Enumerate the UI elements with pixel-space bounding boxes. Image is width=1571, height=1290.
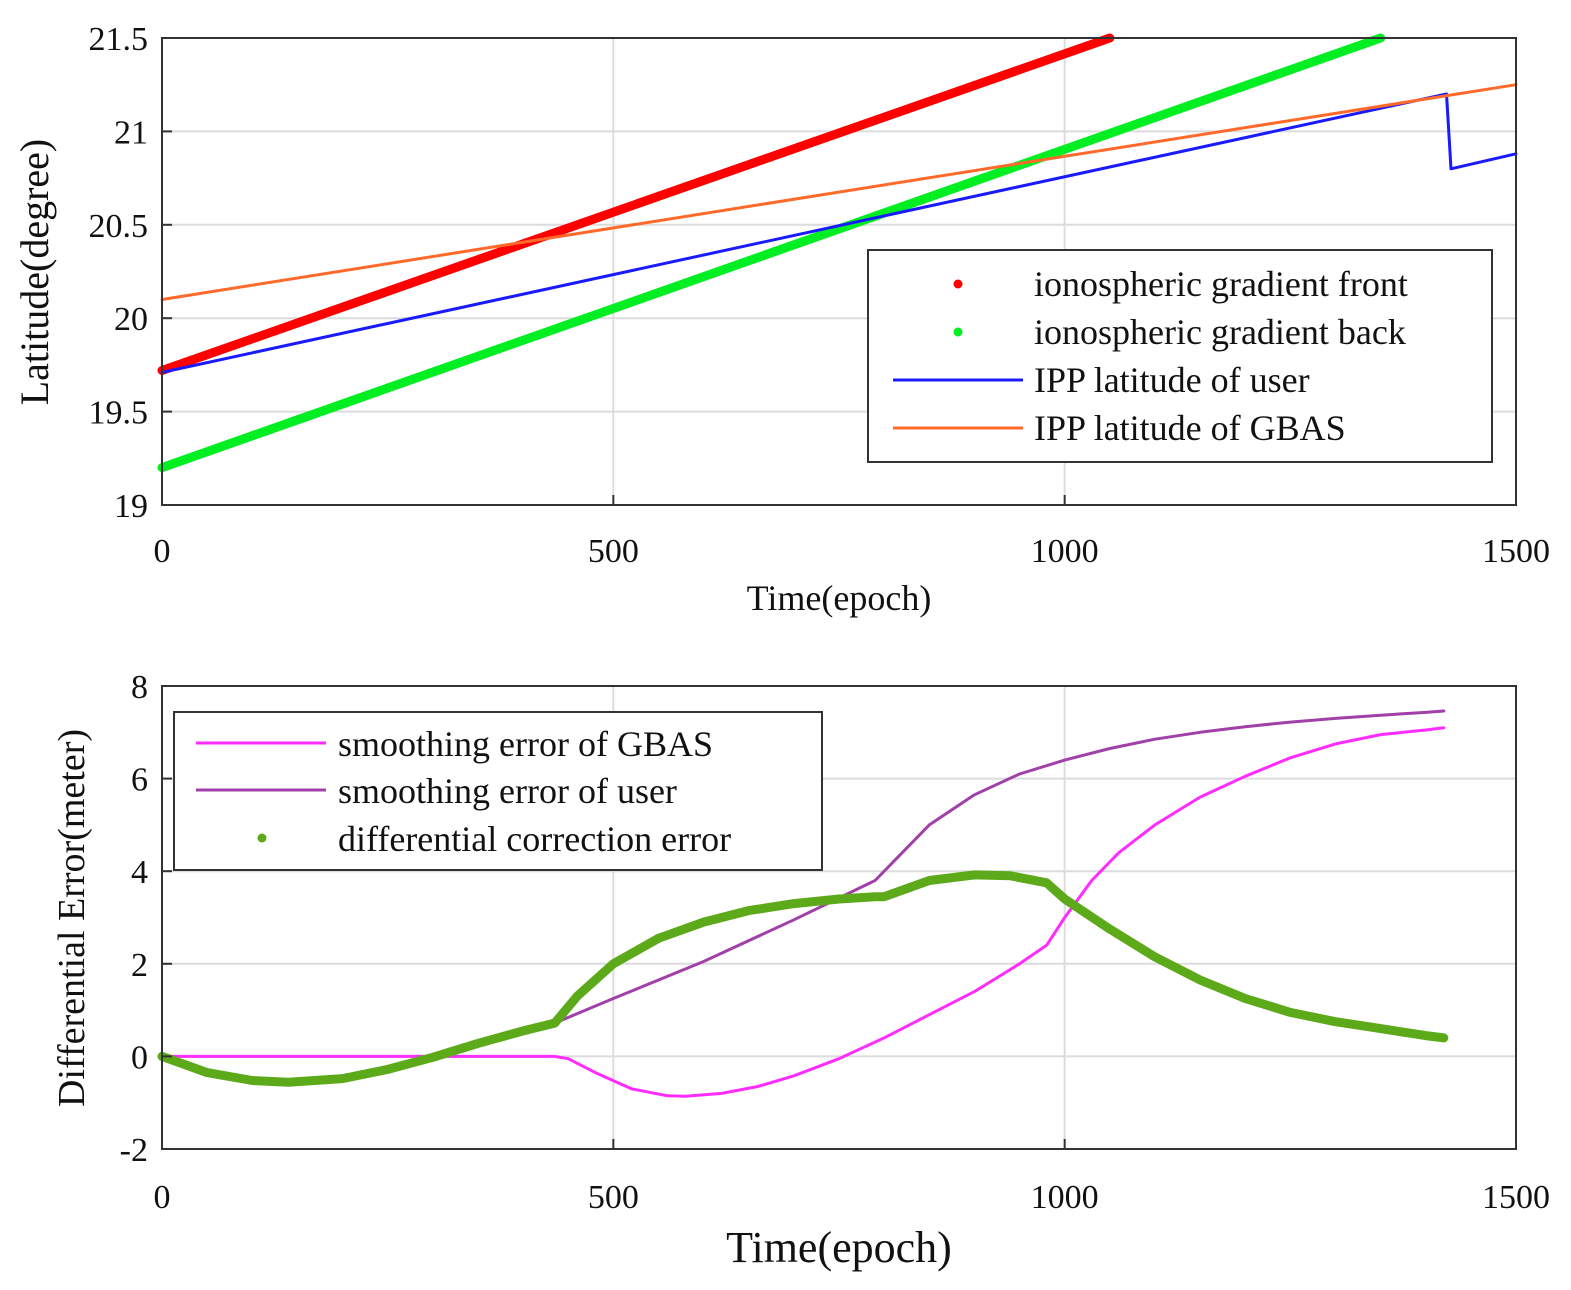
series-ipp-latitude-of-gbas	[160, 83, 1518, 301]
legend-marker-differential-correction	[257, 833, 267, 843]
legend-marker-gradient-back	[953, 327, 963, 337]
series-differential-correction-error	[157, 870, 1449, 1087]
series-ionospheric-gradient-back	[157, 33, 1386, 473]
legend-marker-gradient-front	[953, 279, 963, 289]
chart-latitude-y-tick-label: 20.5	[89, 208, 149, 245]
chart-latitude-y-tick-label: 19	[114, 488, 148, 525]
chart-differential-error-y-tick-label: 4	[131, 854, 148, 891]
legend-label-gradient-back: ionospheric gradient back	[1034, 312, 1406, 352]
chart-differential-error-y-tick-label: -2	[120, 1132, 148, 1169]
chart-latitude-series	[157, 33, 1518, 473]
chart-differential-error-x-tick-label: 500	[588, 1179, 639, 1216]
chart-differential-error-x-tick-label: 0	[154, 1179, 171, 1216]
legend-label-smoothing-user: smoothing error of user	[338, 771, 677, 811]
chart-differential-error-y-tick-label: 6	[131, 762, 148, 799]
legend-label-ipp-user: IPP latitude of user	[1034, 360, 1310, 400]
chart-latitude-y-tick-label: 21	[114, 114, 148, 151]
chart-differential-error-x-tick-label: 1000	[1031, 1179, 1099, 1216]
chart-differential-error-x-label: Time(epoch)	[726, 1223, 952, 1272]
legend-label-smoothing-gbas: smoothing error of GBAS	[338, 724, 713, 764]
chart-latitude-y-ticks: 19 19.5 20 20.5 21 21.5	[89, 21, 172, 525]
chart-latitude-x-tick-label: 500	[588, 533, 639, 570]
chart-latitude-x-ticks: 0 500 1000 1500	[154, 495, 1550, 570]
chart-differential-error-y-tick-label: 2	[131, 947, 148, 984]
chart-latitude-legend: ionospheric gradient front ionospheric g…	[867, 249, 1493, 463]
chart-latitude-x-tick-label: 0	[154, 533, 171, 570]
chart-latitude: 0 500 1000 1500 19 19.5 20 20.5 21 21.5 Time(epo…	[12, 21, 1550, 618]
chart-latitude-y-label: Latitude(degree)	[12, 139, 57, 406]
chart-differential-error-series	[157, 709, 1449, 1098]
legend-label-differential-correction: differential correction error	[338, 819, 731, 859]
series-ipp-latitude-of-user	[160, 92, 1518, 374]
chart-differential-error-x-tick-label: 1500	[1482, 1179, 1550, 1216]
chart-latitude-frame	[161, 37, 1517, 506]
chart-latitude-y-tick-label: 20	[114, 301, 148, 338]
chart-latitude-x-tick-label: 1500	[1482, 533, 1550, 570]
chart-latitude-x-tick-label: 1000	[1031, 533, 1099, 570]
chart-differential-error-y-label: Differential Error(meter)	[51, 729, 93, 1107]
chart-differential-error-y-tick-label: 0	[131, 1039, 148, 1076]
chart-latitude-y-tick-label: 21.5	[89, 21, 149, 58]
chart-differential-error-frame	[161, 685, 1517, 1150]
chart-differential-error-y-tick-label: 8	[131, 669, 148, 706]
chart-latitude-x-label: Time(epoch)	[747, 578, 932, 618]
chart-differential-error-y-ticks: -2 0 2 4 6 8	[120, 669, 172, 1169]
legend-label-ipp-gbas: IPP latitude of GBAS	[1034, 408, 1346, 448]
chart-differential-error-x-ticks: 0 500 1000 1500	[154, 1139, 1550, 1216]
chart-differential-error-legend: smoothing error of GBAS smoothing error …	[173, 711, 823, 871]
series-smoothing-error-of-gbas	[160, 726, 1446, 1098]
legend-label-gradient-front: ionospheric gradient front	[1034, 264, 1408, 304]
series-ionospheric-gradient-front	[157, 33, 1115, 375]
chart-latitude-y-tick-label: 19.5	[89, 395, 149, 432]
